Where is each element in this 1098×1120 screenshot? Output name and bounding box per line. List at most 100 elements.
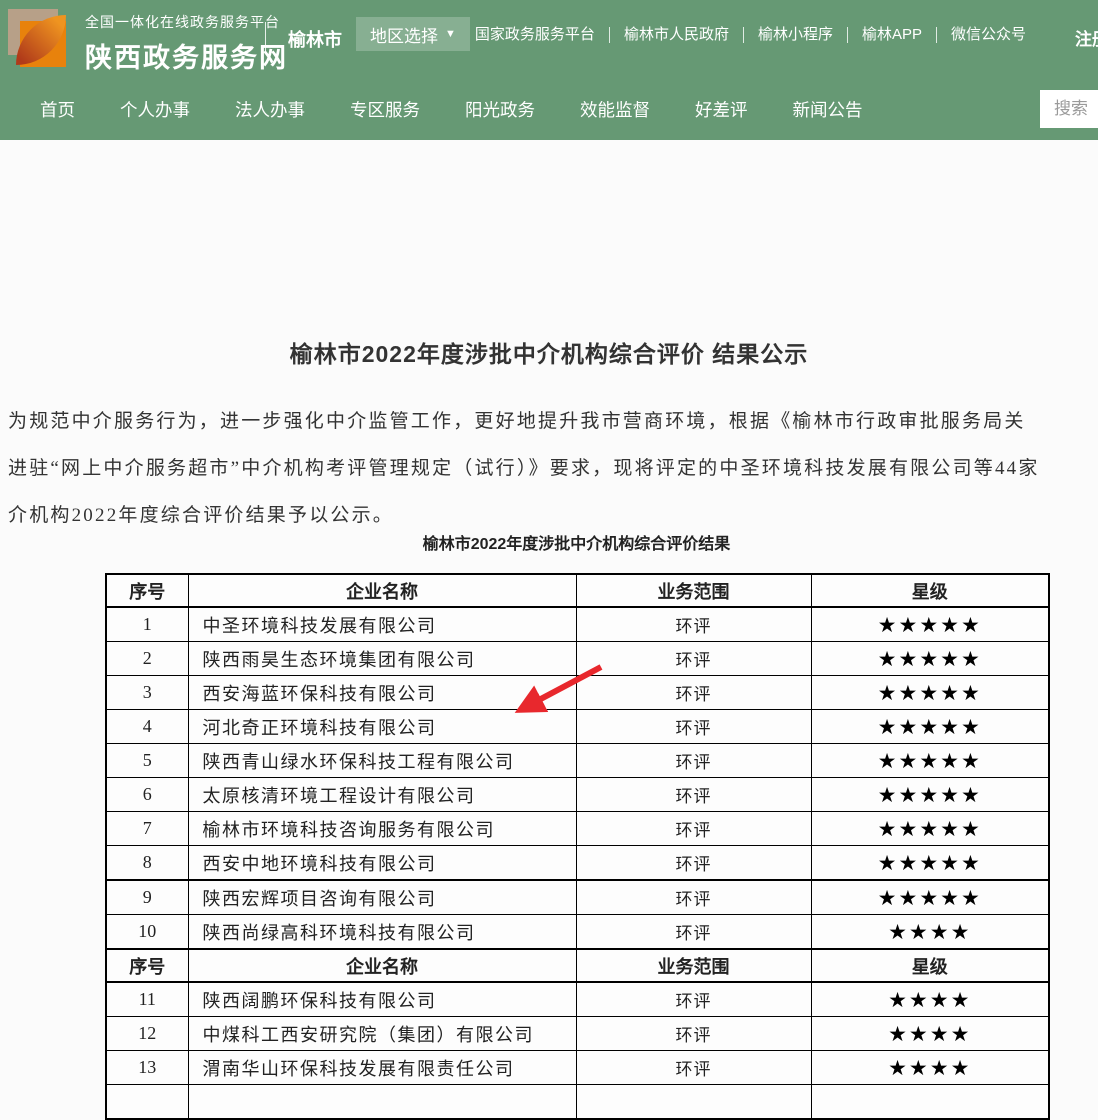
business-scope: 环评 bbox=[575, 675, 812, 710]
nav-item[interactable]: 好差评 bbox=[695, 99, 748, 120]
company-name: 陕西宏辉项目咨询有限公司 bbox=[187, 879, 577, 915]
table-body: 序号 企业名称 业务范围 星级 1 中圣环境科技发展有限公司 环评 ★★★★★ 2 陕西雨昊生态环… bbox=[105, 573, 1050, 1120]
row-number: 9 bbox=[105, 879, 189, 915]
business-scope: 环评 bbox=[575, 1050, 812, 1085]
table-row: 13 渭南华山环保科技发展有限责任公司 环评 ★★★★ bbox=[105, 1050, 1050, 1085]
row-number: 11 bbox=[105, 981, 189, 1017]
nav-items: 首页 个人办事 法人办事 专区服务 阳光政务 效能监督 好差评 新闻公告 bbox=[0, 78, 1098, 140]
row-number: 12 bbox=[105, 1016, 189, 1051]
row-number: 4 bbox=[105, 709, 189, 744]
header-link[interactable]: 微信公众号 bbox=[950, 26, 1026, 43]
column-header: 业务范围 bbox=[575, 948, 812, 983]
table-row: 11 陕西阔鹏环保科技有限公司 环评 ★★★★ bbox=[105, 981, 1050, 1017]
nav-item[interactable]: 阳光政务 bbox=[465, 99, 535, 120]
company-name bbox=[187, 1084, 577, 1120]
row-number: 8 bbox=[105, 845, 189, 881]
star-rating: ★★★★ bbox=[810, 981, 1050, 1017]
row-number bbox=[105, 1084, 189, 1120]
star-rating: ★★★★★ bbox=[810, 675, 1050, 710]
company-name: 中煤科工西安研究院（集团）有限公司 bbox=[187, 1016, 577, 1051]
site-header: 全国一体化在线政务服务平台 陕西政务服务网 榆林市 地区选择 ▼ 国家政务服务平… bbox=[0, 0, 1098, 78]
business-scope: 环评 bbox=[575, 777, 812, 812]
business-scope: 环评 bbox=[575, 606, 812, 642]
nav-item[interactable]: 法人办事 bbox=[235, 99, 305, 120]
star-rating bbox=[810, 1084, 1050, 1120]
current-city-label: 榆林市 bbox=[288, 30, 342, 50]
business-scope: 环评 bbox=[575, 743, 812, 778]
column-header: 企业名称 bbox=[187, 573, 577, 608]
header-link[interactable]: 榆林APP bbox=[848, 27, 937, 43]
business-scope: 环评 bbox=[575, 879, 812, 915]
nav-item[interactable]: 专区服务 bbox=[350, 99, 420, 120]
company-name: 河北奇正环境科技有限公司 bbox=[187, 709, 577, 744]
company-name: 陕西青山绿水环保科技工程有限公司 bbox=[187, 743, 577, 778]
page-title: 榆林市2022年度涉批中介机构综合评价 结果公示 bbox=[289, 341, 809, 368]
company-name: 渭南华山环保科技发展有限责任公司 bbox=[187, 1050, 577, 1085]
business-scope: 环评 bbox=[575, 641, 812, 676]
table-row: 5 陕西青山绿水环保科技工程有限公司 环评 ★★★★★ bbox=[105, 743, 1050, 778]
paragraph-line: 为规范中介服务行为，进一步强化中介监管工作，更好地提升我市营商环境，根据《榆林市… bbox=[8, 411, 1026, 432]
row-number: 5 bbox=[105, 743, 189, 778]
business-scope: 环评 bbox=[575, 914, 812, 950]
star-rating: ★★★★ bbox=[810, 1016, 1050, 1051]
main-nav: 首页 个人办事 法人办事 专区服务 阳光政务 效能监督 好差评 新闻公告 bbox=[0, 78, 1098, 140]
row-number: 7 bbox=[105, 811, 189, 846]
site-name: 陕西政务服务网 bbox=[85, 43, 288, 73]
column-header: 序号 bbox=[105, 573, 189, 608]
row-number: 10 bbox=[105, 914, 189, 950]
business-scope: 环评 bbox=[575, 981, 812, 1017]
table-caption: 榆林市2022年度涉批中介机构综合评价结果 bbox=[422, 536, 731, 553]
column-header: 业务范围 bbox=[575, 573, 812, 608]
column-header: 星级 bbox=[810, 948, 1050, 983]
site-brand: 全国一体化在线政务服务平台 陕西政务服务网 bbox=[85, 12, 288, 75]
star-rating: ★★★★★ bbox=[810, 606, 1050, 642]
company-name: 中圣环境科技发展有限公司 bbox=[187, 606, 577, 642]
table-row: 1 中圣环境科技发展有限公司 环评 ★★★★★ bbox=[105, 606, 1050, 642]
header-link[interactable]: 榆林小程序 bbox=[744, 27, 848, 43]
table-row: 2 陕西雨昊生态环境集团有限公司 环评 ★★★★★ bbox=[105, 641, 1050, 676]
star-rating: ★★★★★ bbox=[810, 641, 1050, 676]
row-number: 3 bbox=[105, 675, 189, 710]
star-rating: ★★★★★ bbox=[810, 879, 1050, 915]
header-link[interactable]: 榆林市人民政府 bbox=[610, 27, 744, 43]
company-name: 陕西雨昊生态环境集团有限公司 bbox=[187, 641, 577, 676]
search-input[interactable] bbox=[1040, 90, 1098, 128]
table-row: 6 太原核清环境工程设计有限公司 环评 ★★★★★ bbox=[105, 777, 1050, 812]
header-links: 国家政务服务平台 榆林市人民政府 榆林小程序 榆林APP 微信公众号 bbox=[461, 27, 1040, 43]
star-rating: ★★★★★ bbox=[810, 777, 1050, 812]
site-logo-icon bbox=[8, 7, 72, 71]
evaluation-results-table: 序号 企业名称 业务范围 星级 1 中圣环境科技发展有限公司 环评 ★★★★★ 2 陕西雨昊生态环… bbox=[105, 573, 1050, 1120]
header-link[interactable]: 国家政务服务平台 bbox=[461, 27, 610, 43]
star-rating: ★★★★ bbox=[810, 914, 1050, 950]
nav-item[interactable]: 个人办事 bbox=[120, 99, 190, 120]
company-name: 陕西尚绿高科环境科技有限公司 bbox=[187, 914, 577, 950]
register-link[interactable]: 注册 bbox=[1075, 30, 1098, 49]
table-row: 4 河北奇正环境科技有限公司 环评 ★★★★★ bbox=[105, 709, 1050, 744]
row-number: 2 bbox=[105, 641, 189, 676]
nav-item[interactable]: 新闻公告 bbox=[792, 99, 863, 120]
table-header-row: 序号 企业名称 业务范围 星级 bbox=[105, 948, 1050, 983]
company-name: 太原核清环境工程设计有限公司 bbox=[187, 777, 577, 812]
region-select-button[interactable]: 地区选择 ▼ bbox=[356, 17, 470, 51]
business-scope bbox=[575, 1084, 812, 1120]
table-row: 8 西安中地环境科技有限公司 环评 ★★★★★ bbox=[105, 845, 1050, 881]
column-header: 企业名称 bbox=[187, 948, 577, 983]
region-select-label: 地区选择 bbox=[370, 26, 438, 46]
table-header-row: 序号 企业名称 业务范围 星级 bbox=[105, 573, 1050, 608]
company-name: 陕西阔鹏环保科技有限公司 bbox=[187, 981, 577, 1017]
platform-name: 全国一体化在线政务服务平台 bbox=[85, 14, 280, 30]
column-header: 序号 bbox=[105, 948, 189, 983]
nav-item[interactable]: 首页 bbox=[40, 99, 75, 120]
row-number: 13 bbox=[105, 1050, 189, 1085]
company-name: 西安中地环境科技有限公司 bbox=[187, 845, 577, 881]
column-header: 星级 bbox=[810, 573, 1050, 608]
table-row: 10 陕西尚绿高科环境科技有限公司 环评 ★★★★ bbox=[105, 914, 1050, 950]
row-number: 1 bbox=[105, 606, 189, 642]
star-rating: ★★★★ bbox=[810, 1050, 1050, 1085]
business-scope: 环评 bbox=[575, 811, 812, 846]
business-scope: 环评 bbox=[575, 1016, 812, 1051]
table-row: 3 西安海蓝环保科技有限公司 环评 ★★★★★ bbox=[105, 675, 1050, 710]
business-scope: 环评 bbox=[575, 709, 812, 744]
nav-item[interactable]: 效能监督 bbox=[580, 99, 650, 120]
company-name: 榆林市环境科技咨询服务有限公司 bbox=[187, 811, 577, 846]
